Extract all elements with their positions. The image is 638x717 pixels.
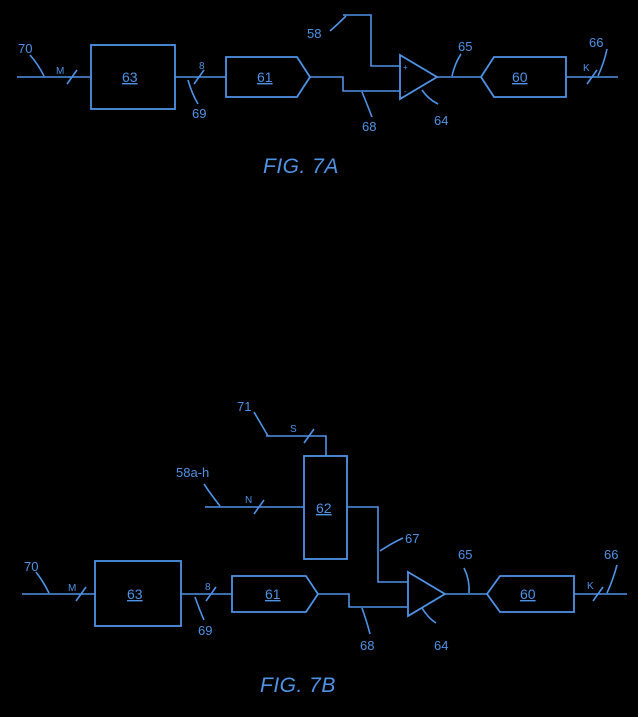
line-67-b <box>347 507 408 582</box>
block-63-label-b: 63 <box>127 586 143 602</box>
bus-label-8-a: 8 <box>199 61 205 72</box>
ref-70-b: 70 <box>24 559 38 574</box>
ref-58-a: 58 <box>307 26 321 41</box>
ref-66-a: 66 <box>589 35 603 50</box>
figure-7a: M 70 63 8 69 61 68 58 + - 64 65 <box>17 15 618 178</box>
ref-69-b: 69 <box>198 623 212 638</box>
line-68-b <box>318 594 408 607</box>
caption-fig-7a: FIG. 7A <box>263 155 339 178</box>
leader-69-b <box>195 597 204 620</box>
bus-label-n-b: N <box>245 495 252 506</box>
leader-65-b <box>464 568 469 593</box>
leader-66-a <box>598 49 607 76</box>
ref-70-a: 70 <box>18 41 32 56</box>
leader-67-b <box>380 538 403 551</box>
figure-7b: S 71 N 58a-h 62 67 M 70 63 8 69 61 <box>22 399 627 697</box>
block-60-label-b: 60 <box>520 586 536 602</box>
leader-69-a <box>188 80 198 104</box>
leader-64-b <box>422 608 436 623</box>
leader-70-b <box>36 572 49 593</box>
ref-68-b: 68 <box>360 638 374 653</box>
bus-label-m-a: M <box>56 66 64 77</box>
bus-label-k-b: K <box>587 581 594 592</box>
ref-69-a: 69 <box>192 106 206 121</box>
amp-minus-a: - <box>404 87 407 96</box>
bus-label-s-b: S <box>290 424 297 435</box>
bus-label-k-a: K <box>583 63 590 74</box>
leader-68-a <box>362 92 372 117</box>
leader-71-b <box>254 412 268 436</box>
line-71-b <box>266 436 326 456</box>
caption-fig-7b: FIG. 7B <box>260 674 336 697</box>
ref-65-b: 65 <box>458 547 472 562</box>
ref-66-b: 66 <box>604 547 618 562</box>
amplifier-64-b <box>408 572 445 616</box>
leader-64-a <box>422 90 438 104</box>
leader-70-a <box>30 55 44 76</box>
ref-65-a: 65 <box>458 39 472 54</box>
bus-label-8-b: 8 <box>205 582 211 593</box>
block-62-label-b: 62 <box>316 500 332 516</box>
ref-68-a: 68 <box>362 119 376 134</box>
line-58-a <box>343 15 400 66</box>
ref-58-b: 58a-h <box>176 465 209 480</box>
ref-64-a: 64 <box>434 113 448 128</box>
line-68-a <box>310 77 400 91</box>
ref-67-b: 67 <box>405 531 419 546</box>
ref-64-b: 64 <box>434 638 448 653</box>
block-63-label-a: 63 <box>122 69 138 85</box>
block-61-label-a: 61 <box>257 69 273 85</box>
amp-plus-a: + <box>403 63 408 72</box>
leader-58-b <box>204 484 220 506</box>
leader-58-a <box>330 16 346 31</box>
leader-66-b <box>607 565 617 593</box>
block-61-label-b: 61 <box>265 586 281 602</box>
leader-68-b <box>362 608 370 634</box>
block-60-label-a: 60 <box>512 69 528 85</box>
ref-71-b: 71 <box>237 399 251 414</box>
leader-65-a <box>452 54 461 76</box>
bus-label-m-b: M <box>68 583 76 594</box>
